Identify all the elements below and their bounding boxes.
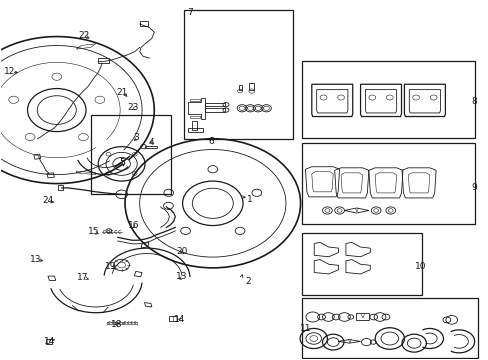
- Text: 14: 14: [44, 337, 55, 346]
- Bar: [302, 60, 474, 138]
- Text: 16: 16: [127, 221, 139, 230]
- Bar: [91, 116, 171, 194]
- Bar: [302, 233, 421, 296]
- Text: 23: 23: [127, 103, 139, 112]
- Bar: [183, 10, 293, 139]
- Text: 15: 15: [87, 228, 99, 237]
- Text: 13: 13: [30, 255, 41, 264]
- Text: 9: 9: [471, 183, 477, 192]
- Text: 3: 3: [133, 133, 139, 142]
- Text: 18: 18: [111, 320, 122, 329]
- Text: 17: 17: [77, 273, 88, 282]
- Text: 2: 2: [244, 276, 250, 285]
- Bar: [302, 143, 474, 224]
- Text: 13: 13: [176, 272, 187, 281]
- Text: 5: 5: [120, 158, 125, 167]
- Text: V: V: [360, 314, 364, 319]
- Text: V: V: [347, 339, 350, 344]
- Text: 14: 14: [174, 315, 185, 324]
- Text: 7: 7: [186, 8, 192, 17]
- Bar: [98, 58, 109, 63]
- Text: 20: 20: [176, 247, 187, 256]
- Text: 10: 10: [414, 262, 426, 271]
- Text: 19: 19: [104, 262, 116, 271]
- Text: 6: 6: [208, 137, 214, 146]
- Text: 1: 1: [246, 195, 252, 204]
- Text: 11: 11: [299, 324, 310, 333]
- Text: 8: 8: [471, 97, 477, 106]
- Bar: [302, 298, 477, 357]
- Text: 22: 22: [78, 31, 89, 40]
- Text: 21: 21: [116, 87, 127, 96]
- Text: 12: 12: [4, 67, 15, 76]
- Text: 4: 4: [149, 138, 154, 147]
- Text: 24: 24: [43, 196, 54, 205]
- Text: V: V: [354, 208, 358, 213]
